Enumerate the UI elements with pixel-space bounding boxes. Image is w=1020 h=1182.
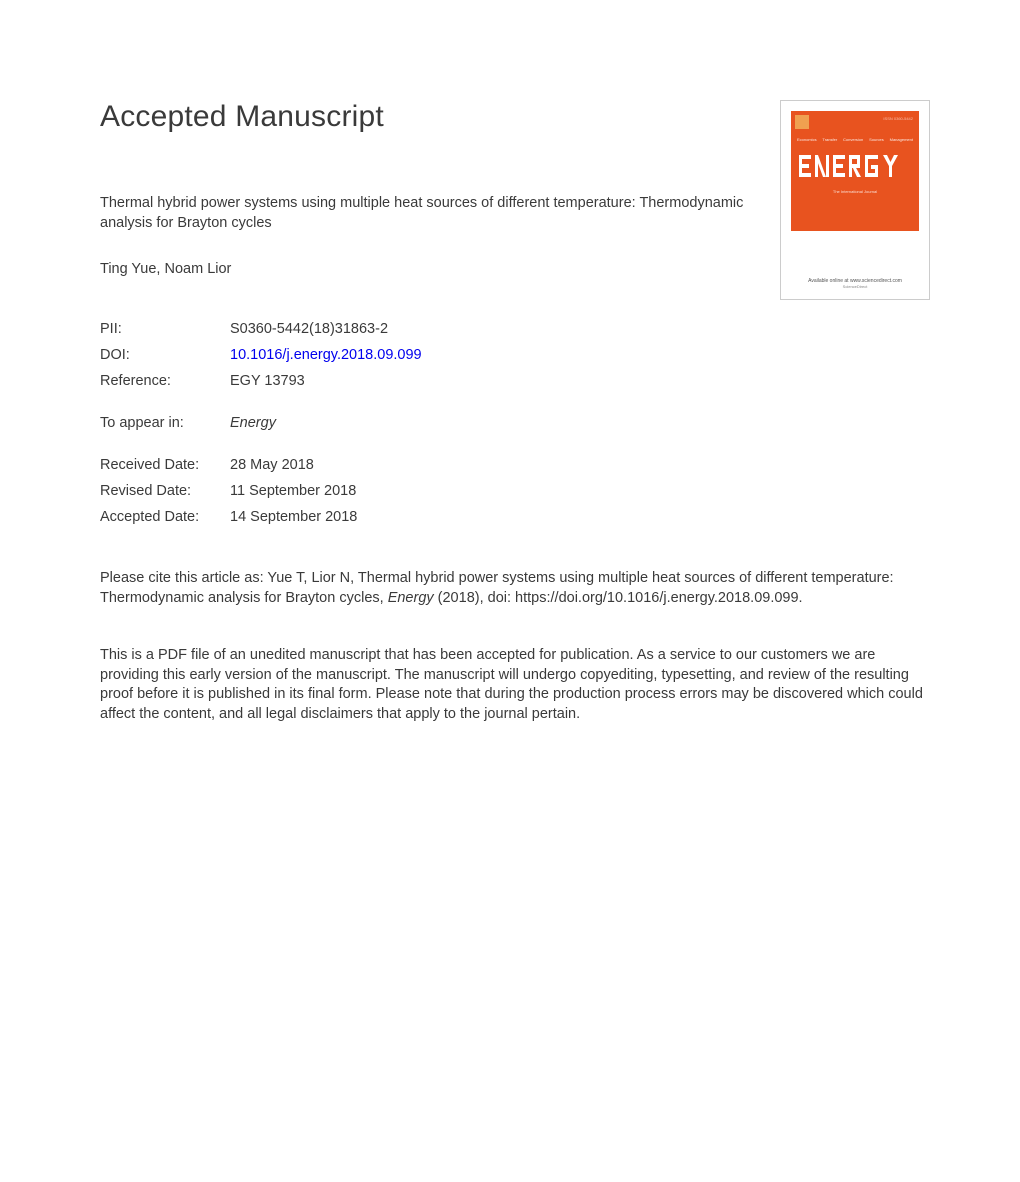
meta-label: Revised Date: [100, 483, 230, 499]
energy-wordmark-icon [797, 151, 915, 183]
publisher-logo-icon [795, 115, 809, 129]
meta-label: Reference: [100, 373, 230, 389]
meta-label: To appear in: [100, 415, 230, 431]
meta-label: Accepted Date: [100, 509, 230, 525]
cover-footer: Available online at www.sciencedirect.co… [791, 278, 919, 289]
cover-label: Transfer [822, 137, 837, 142]
meta-row-received: Received Date: 28 May 2018 [100, 457, 930, 473]
cover-topic-labels: Economics Transfer Conversion Sources Ma… [797, 137, 913, 142]
cover-label: Conversion [843, 137, 863, 142]
disclaimer-text: This is a PDF file of an unedited manusc… [100, 646, 930, 724]
meta-label: DOI: [100, 347, 230, 363]
cover-subtitle: The International Journal [797, 189, 913, 194]
meta-value: 11 September 2018 [230, 483, 356, 499]
citation-text: (2018), doi: https://doi.org/10.1016/j.e… [434, 590, 803, 606]
meta-row-doi: DOI: 10.1016/j.energy.2018.09.099 [100, 347, 930, 363]
meta-row-appear: To appear in: Energy [100, 415, 930, 431]
cover-label: Sources [869, 137, 884, 142]
meta-value: EGY 13793 [230, 373, 305, 389]
meta-value-journal: Energy [230, 415, 276, 431]
page: Accepted Manuscript ISSN 0360-5442 Econo… [0, 0, 1020, 1182]
meta-label: Received Date: [100, 457, 230, 473]
citation-journal: Energy [388, 590, 434, 606]
meta-row-pii: PII: S0360-5442(18)31863-2 [100, 321, 930, 337]
cover-label: Economics [797, 137, 817, 142]
metadata-table: PII: S0360-5442(18)31863-2 DOI: 10.1016/… [100, 321, 930, 525]
citation-block: Please cite this article as: Yue T, Lior… [100, 569, 910, 608]
cover-colored-panel: ISSN 0360-5442 Economics Transfer Conver… [791, 111, 919, 231]
cover-label: Management [890, 137, 913, 142]
meta-value: S0360-5442(18)31863-2 [230, 321, 388, 337]
meta-label: PII: [100, 321, 230, 337]
article-title: Thermal hybrid power systems using multi… [100, 194, 770, 233]
cover-issn: ISSN 0360-5442 [883, 116, 913, 121]
journal-cover-thumbnail: ISSN 0360-5442 Economics Transfer Conver… [780, 100, 930, 300]
meta-row-revised: Revised Date: 11 September 2018 [100, 483, 930, 499]
meta-row-accepted: Accepted Date: 14 September 2018 [100, 509, 930, 525]
meta-value: 14 September 2018 [230, 509, 357, 525]
doi-link[interactable]: 10.1016/j.energy.2018.09.099 [230, 347, 422, 363]
meta-value: 28 May 2018 [230, 457, 314, 473]
cover-journal-title [797, 151, 913, 188]
meta-row-reference: Reference: EGY 13793 [100, 373, 930, 389]
cover-footer-line: ScienceDirect [791, 284, 919, 289]
